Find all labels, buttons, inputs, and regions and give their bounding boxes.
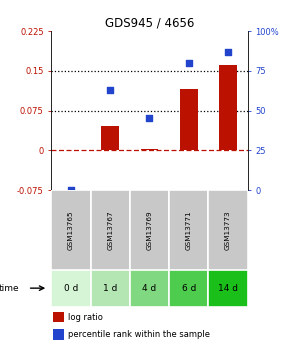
Text: GSM13765: GSM13765 <box>68 210 74 249</box>
Point <box>69 187 73 193</box>
Text: GSM13773: GSM13773 <box>225 210 231 249</box>
Point <box>147 116 152 121</box>
Bar <box>208 269 248 307</box>
Bar <box>219 66 237 150</box>
Bar <box>180 89 197 150</box>
Bar <box>91 190 130 269</box>
Bar <box>141 149 158 150</box>
Bar <box>130 190 169 269</box>
Text: 14 d: 14 d <box>218 284 238 293</box>
Text: time: time <box>0 284 19 293</box>
Title: GDS945 / 4656: GDS945 / 4656 <box>105 17 194 30</box>
Text: GSM13769: GSM13769 <box>146 210 152 249</box>
Text: 0 d: 0 d <box>64 284 78 293</box>
Bar <box>91 269 130 307</box>
Point <box>108 87 113 92</box>
Text: log ratio: log ratio <box>68 313 103 322</box>
Text: 4 d: 4 d <box>142 284 156 293</box>
Bar <box>53 329 64 340</box>
Text: 1 d: 1 d <box>103 284 117 293</box>
Bar <box>169 269 208 307</box>
Text: GSM13771: GSM13771 <box>186 210 192 249</box>
Bar <box>101 126 119 150</box>
Point <box>226 49 230 55</box>
Text: percentile rank within the sample: percentile rank within the sample <box>68 330 210 339</box>
Bar <box>130 269 169 307</box>
Bar <box>208 190 248 269</box>
Bar <box>51 190 91 269</box>
Bar <box>51 269 91 307</box>
Bar <box>53 312 64 323</box>
Text: GSM13767: GSM13767 <box>107 210 113 249</box>
Bar <box>169 190 208 269</box>
Point <box>186 60 191 66</box>
Text: 6 d: 6 d <box>181 284 196 293</box>
